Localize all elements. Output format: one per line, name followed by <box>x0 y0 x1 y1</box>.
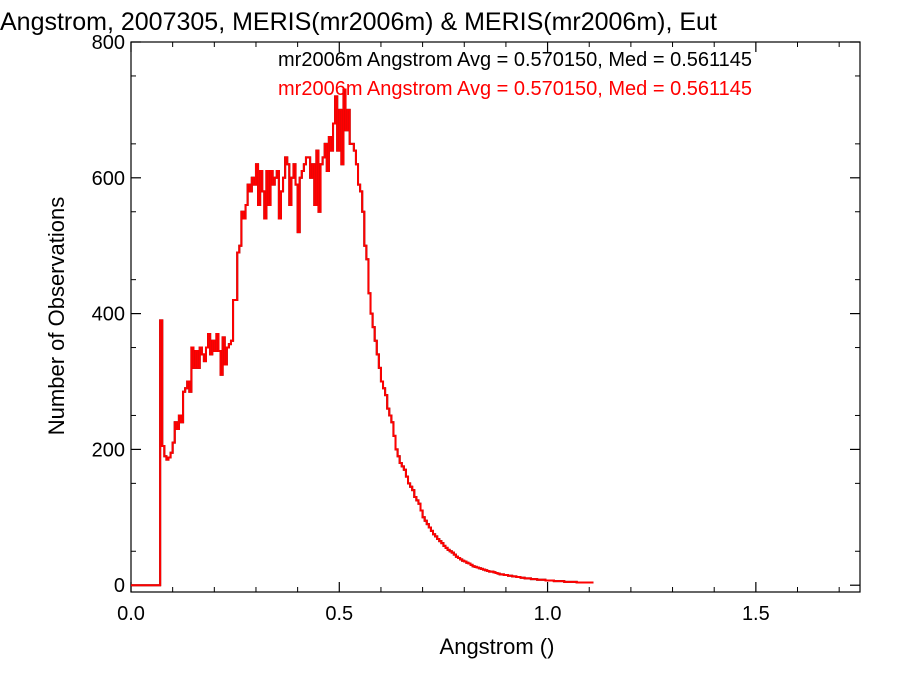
x-tick-label: 0.0 <box>117 603 145 625</box>
series-histogram <box>131 88 594 587</box>
x-tick-label: 0.5 <box>325 603 353 625</box>
x-tick-label: 1.5 <box>742 603 770 625</box>
histogram-line-2 <box>131 88 594 587</box>
tick-labels: 0.0 0.5 1.0 1.5 0 200 400 600 800 <box>92 32 770 625</box>
legend-stats-2: mr2006m Angstrom Avg = 0.570150, Med = 0… <box>278 78 752 100</box>
x-tick-label: 1.0 <box>534 603 562 625</box>
y-tick-label: 0 <box>114 575 125 597</box>
plot-frame <box>130 41 861 593</box>
y-axis-label: Number of Observations <box>44 197 69 435</box>
y-tick-label: 400 <box>92 304 125 326</box>
histogram-line-1 <box>131 88 594 587</box>
y-tick-label: 600 <box>92 168 125 190</box>
y-tick-label: 200 <box>92 439 125 461</box>
legend-stats-1: mr2006m Angstrom Avg = 0.570150, Med = 0… <box>278 49 752 71</box>
x-axis-label: Angstrom () <box>440 634 555 659</box>
y-tick-label: 800 <box>92 32 125 54</box>
axes <box>130 41 861 593</box>
chart-title: Angstrom, 2007305, MERIS(mr2006m) & MERI… <box>0 8 717 36</box>
